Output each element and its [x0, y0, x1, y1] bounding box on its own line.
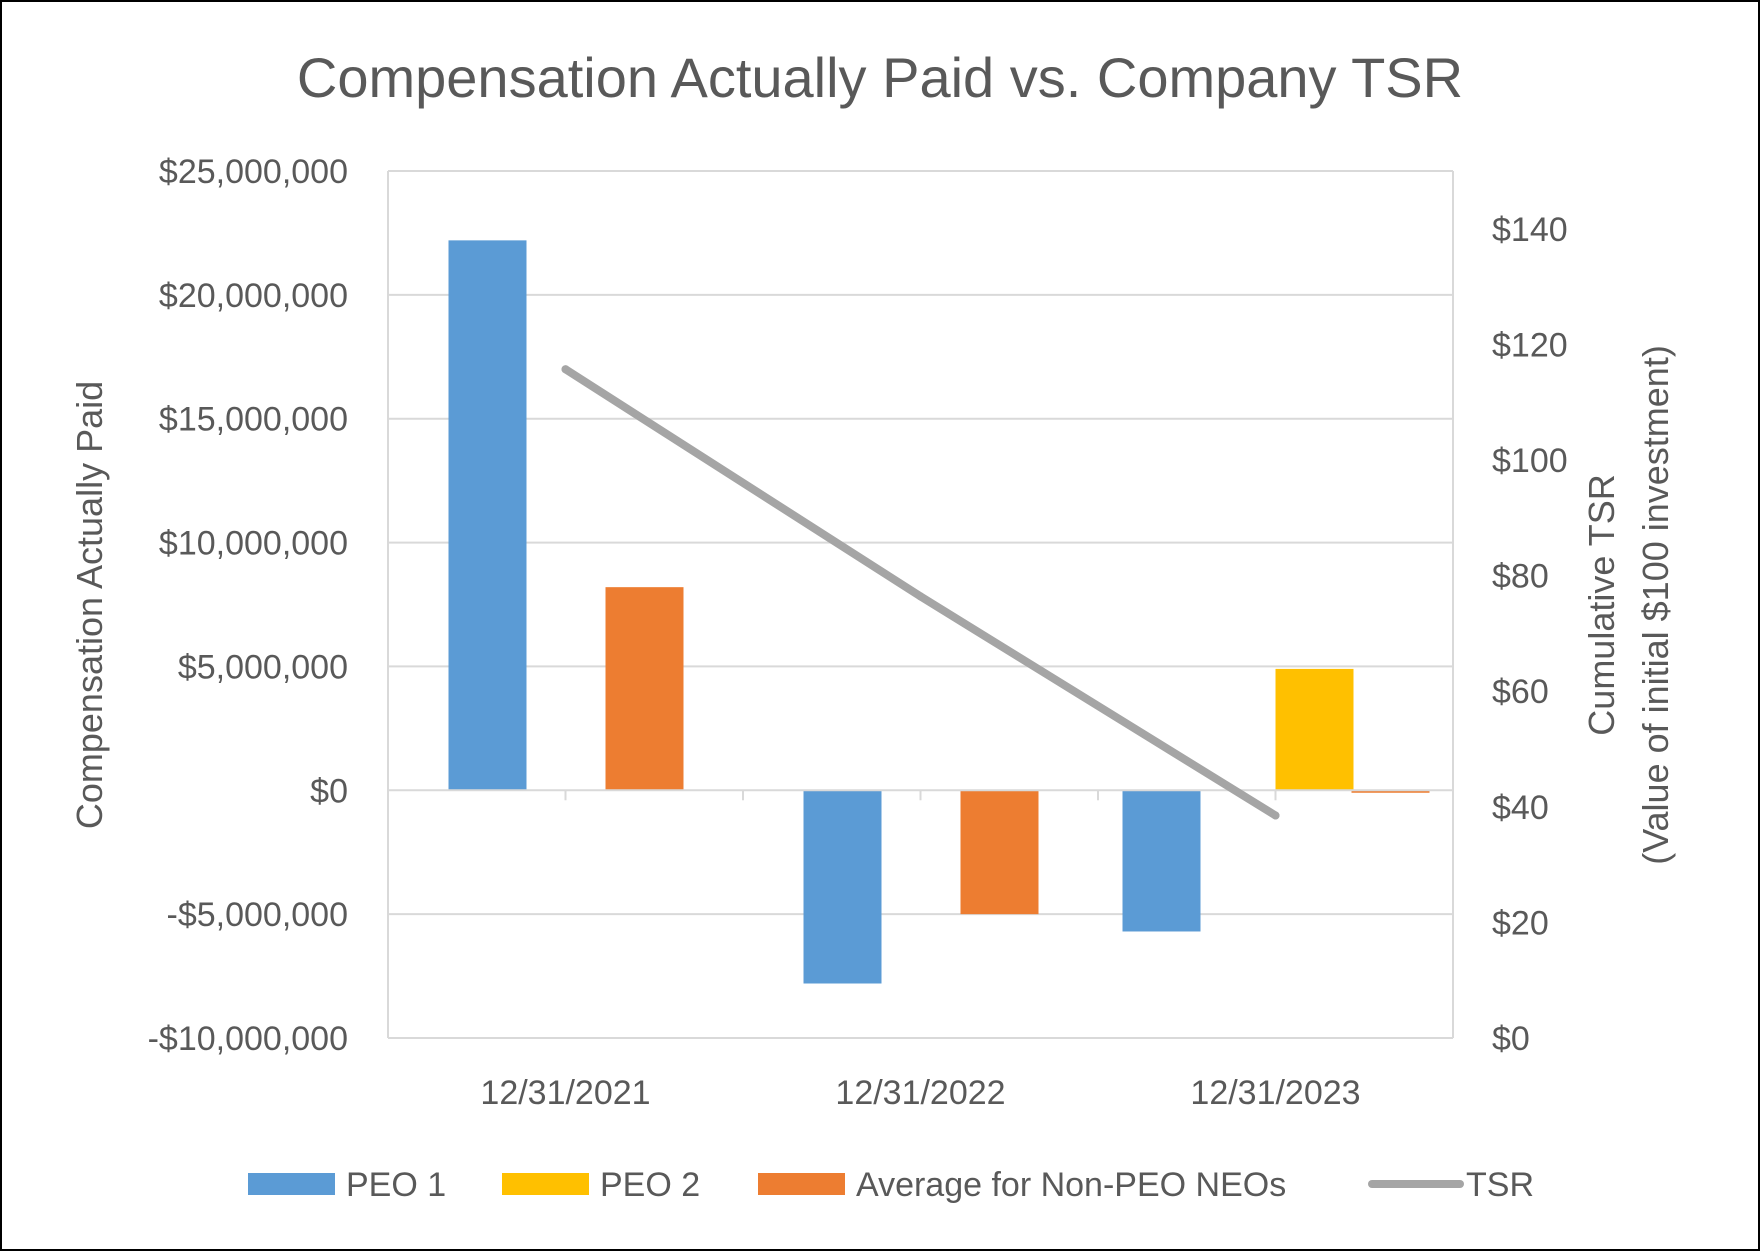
- x-category-label: 12/31/2022: [835, 1074, 1005, 1112]
- bar-average-for-non-peo-neos-0: [605, 587, 684, 791]
- right-y-tick-label: $60: [1492, 673, 1549, 711]
- bar-average-for-non-peo-neos-1: [960, 790, 1039, 915]
- left-y-tick-label: $5,000,000: [178, 648, 348, 686]
- x-category-label: 12/31/2023: [1190, 1074, 1360, 1112]
- gridlines: [387, 170, 1454, 1039]
- tsr-point-1: [916, 592, 925, 601]
- legend-swatch-non-peo: [758, 1173, 845, 1195]
- legend-label-tsr: TSR: [1466, 1166, 1534, 1204]
- left-y-tick-label: $25,000,000: [159, 153, 348, 191]
- left-axis-label: Compensation Actually Paid: [69, 381, 110, 829]
- right-y-tick-label: $20: [1492, 904, 1549, 942]
- bars: [448, 240, 1430, 984]
- legend-label-non-peo: Average for Non-PEO NEOs: [856, 1166, 1286, 1204]
- right-y-tick-label: $120: [1492, 326, 1568, 364]
- right-y-tick-label: $0: [1492, 1020, 1530, 1058]
- left-y-tick-label: $20,000,000: [159, 277, 348, 315]
- bar-average-for-non-peo-neos-2: [1351, 790, 1430, 793]
- bar-peo-2-2: [1275, 668, 1354, 791]
- right-y-tick-label: $80: [1492, 558, 1549, 596]
- right-y-tick-label: $100: [1492, 442, 1568, 480]
- left-y-tick-label: $15,000,000: [159, 401, 348, 439]
- right-y-ticks: $140 $120 $100 $80 $60 $40 $20 $0: [1492, 211, 1568, 1058]
- right-y-tick-label: $40: [1492, 789, 1549, 827]
- tsr-point-2: [1271, 811, 1280, 820]
- bar-peo-1-2: [1122, 790, 1201, 932]
- legend-label-peo1: PEO 1: [346, 1166, 446, 1204]
- legend-swatch-peo1: [248, 1173, 335, 1195]
- legend-label-peo2: PEO 2: [600, 1166, 700, 1204]
- left-y-tick-label: $0: [310, 772, 348, 810]
- tsr-line-group: [561, 365, 1280, 820]
- chart-title: Compensation Actually Paid vs. Company T…: [297, 46, 1463, 109]
- bar-peo-1-1: [803, 790, 882, 984]
- x-ticks: 12/31/2021 12/31/2022 12/31/2023: [480, 1074, 1360, 1112]
- right-axis-label-line2: (Value of initial $100 investment): [1635, 345, 1676, 865]
- left-y-tick-label: $10,000,000: [159, 525, 348, 563]
- legend: PEO 1 PEO 2 Average for Non-PEO NEOs TSR: [248, 1166, 1534, 1204]
- left-y-ticks: $25,000,000 $20,000,000 $15,000,000 $10,000…: [148, 153, 348, 1058]
- legend-swatch-peo2: [502, 1173, 589, 1195]
- left-y-tick-label: -$10,000,000: [148, 1020, 348, 1058]
- right-y-tick-label: $140: [1492, 211, 1568, 249]
- left-y-tick-label: -$5,000,000: [167, 896, 349, 934]
- right-axis-label-line1: Cumulative TSR: [1581, 474, 1622, 735]
- bar-peo-1-0: [448, 240, 527, 791]
- zero-axis: [387, 789, 1454, 801]
- tsr-point-0: [561, 365, 570, 374]
- x-category-label: 12/31/2021: [480, 1074, 650, 1112]
